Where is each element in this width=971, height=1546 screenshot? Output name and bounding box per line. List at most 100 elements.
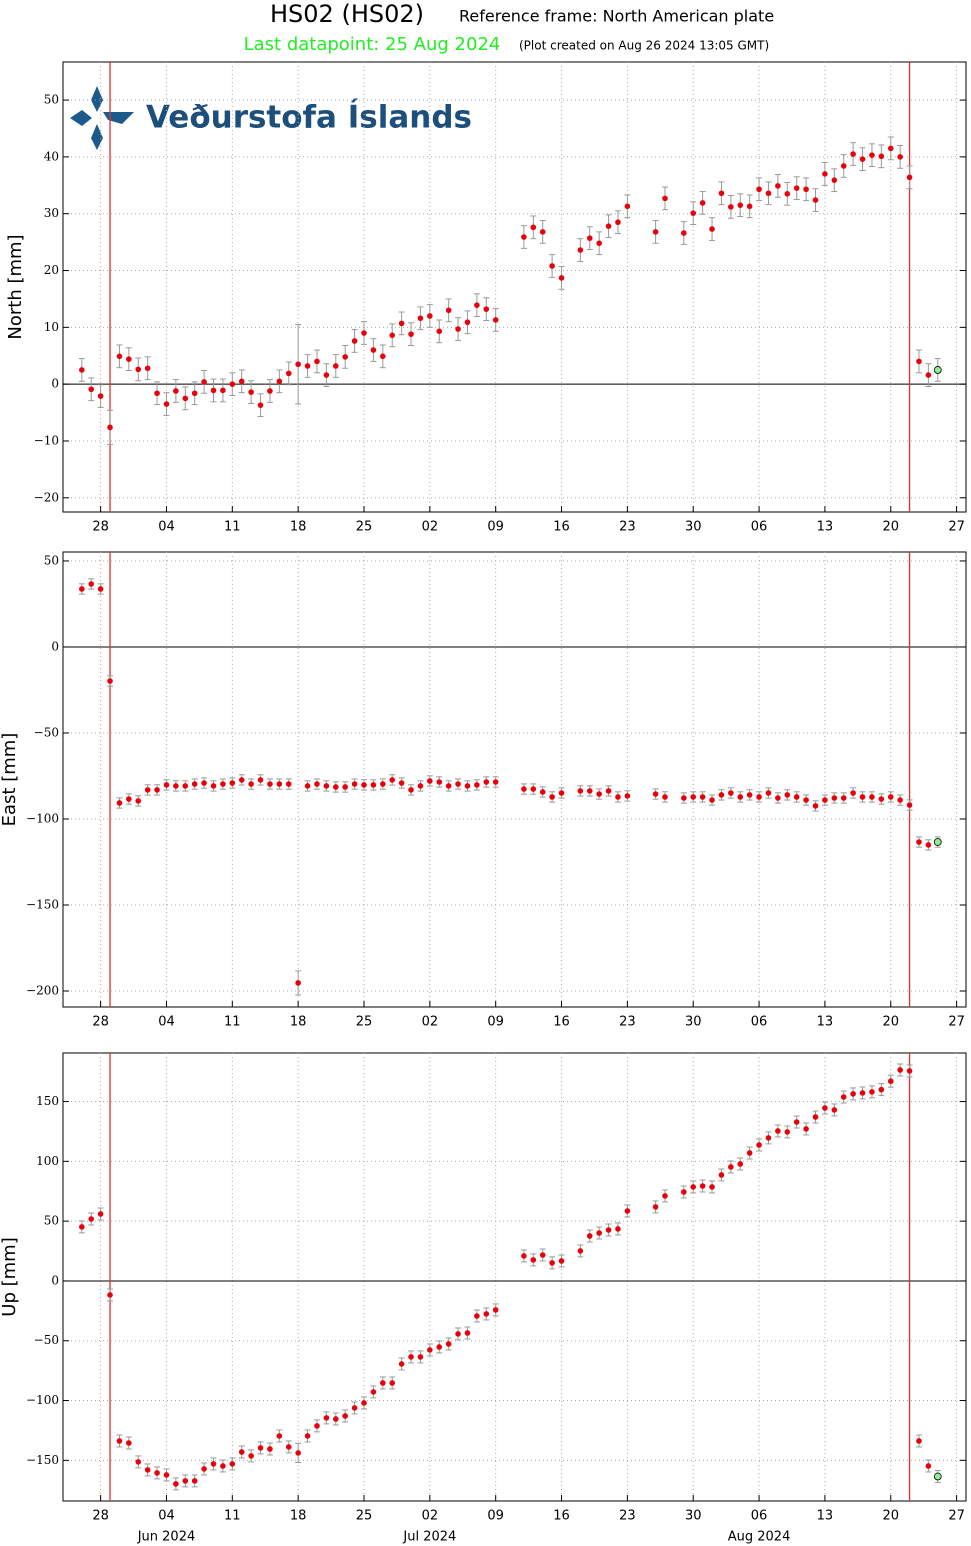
data-point [408, 1354, 414, 1360]
data-point [539, 229, 546, 235]
data-point [436, 1344, 443, 1350]
data-point [474, 302, 480, 308]
data-point [906, 1068, 913, 1074]
data-point [427, 778, 433, 784]
data-point [389, 777, 396, 783]
x-tick-label: 23 [619, 1509, 636, 1524]
month-label: Jun 2024 [137, 1530, 196, 1545]
data-point [906, 802, 913, 808]
data-point [163, 401, 170, 407]
data-point [530, 1257, 537, 1263]
data-point [906, 174, 913, 181]
logo-text: Veðurstofa Íslands [146, 100, 472, 136]
data-point [238, 1449, 245, 1455]
logo-icon [91, 124, 103, 150]
data-point [887, 1078, 894, 1085]
x-tick-label: 18 [290, 520, 307, 535]
y-tick-label: 0 [51, 639, 59, 653]
x-tick-label: 11 [224, 1015, 241, 1030]
data-point [596, 791, 602, 797]
x-tick-label: 18 [290, 1509, 307, 1524]
data-point [445, 1341, 452, 1347]
x-tick-label: 27 [948, 1015, 965, 1030]
data-point [229, 381, 236, 387]
data-point [332, 363, 339, 369]
data-point [464, 319, 471, 326]
data-point [549, 1260, 555, 1266]
y-tick-label: 30 [44, 206, 59, 220]
data-point [492, 1307, 499, 1313]
data-point [765, 790, 772, 796]
data-point [220, 1463, 226, 1469]
data-point [690, 1184, 697, 1190]
data-point [746, 1150, 753, 1156]
data-point [276, 1433, 283, 1439]
x-tick-label: 28 [92, 1509, 109, 1524]
y-tick-label: −150 [26, 897, 59, 911]
data-point [248, 1453, 254, 1459]
x-tick-label: 23 [619, 1015, 636, 1030]
data-point [859, 1090, 866, 1096]
x-tick-label: 16 [553, 520, 570, 535]
data-point [201, 379, 207, 385]
data-point [539, 789, 546, 795]
data-point [756, 794, 762, 800]
data-point [285, 370, 292, 377]
x-tick-label: 06 [751, 1015, 768, 1030]
data-point [135, 798, 142, 804]
y-tick-label: −150 [26, 1453, 59, 1467]
y-tick-label: −20 [34, 490, 59, 504]
data-point [398, 320, 405, 327]
data-point [709, 1184, 715, 1190]
data-point [850, 790, 856, 796]
data-point [586, 1233, 593, 1239]
data-point [88, 386, 95, 393]
data-point [220, 781, 226, 787]
data-point [483, 779, 490, 785]
data-point [897, 154, 903, 160]
data-point [238, 777, 245, 783]
data-point [812, 197, 819, 203]
data-point [370, 347, 377, 353]
y-tick-label: 0 [51, 377, 59, 391]
data-point [690, 210, 697, 216]
x-tick-label: 13 [817, 1509, 834, 1524]
data-point [605, 1227, 612, 1233]
data-point [793, 794, 800, 800]
y-tick-label: 20 [44, 263, 59, 277]
data-point [201, 780, 207, 786]
data-point [408, 331, 414, 337]
x-tick-label: 25 [356, 1015, 373, 1030]
data-point [173, 1481, 179, 1487]
x-tick-label: 02 [422, 520, 439, 535]
data-point [737, 202, 744, 208]
data-point [709, 226, 715, 232]
data-point [154, 787, 160, 793]
data-point [803, 797, 809, 803]
logo-icon [91, 86, 103, 112]
y-tick-label: 50 [44, 93, 59, 107]
data-point [464, 1330, 471, 1336]
data-point [897, 1067, 903, 1073]
data-point [850, 151, 856, 157]
data-point [699, 794, 706, 800]
data-point [577, 788, 584, 794]
data-point [314, 358, 320, 365]
data-point [182, 783, 189, 789]
data-point [210, 783, 217, 789]
data-point [295, 980, 301, 986]
data-point [191, 390, 198, 397]
y-tick-label: 100 [36, 1154, 59, 1168]
data-point [878, 153, 885, 160]
data-point [191, 781, 198, 787]
data-point [361, 1400, 367, 1406]
x-tick-label: 25 [356, 1509, 373, 1524]
data-point [586, 235, 593, 241]
y-axis-label: Up [mm] [0, 1237, 20, 1316]
data-point [492, 317, 499, 323]
data-point [295, 1450, 301, 1456]
data-point [323, 783, 330, 789]
y-tick-label: 50 [44, 1214, 59, 1228]
x-tick-label: 28 [92, 520, 109, 535]
